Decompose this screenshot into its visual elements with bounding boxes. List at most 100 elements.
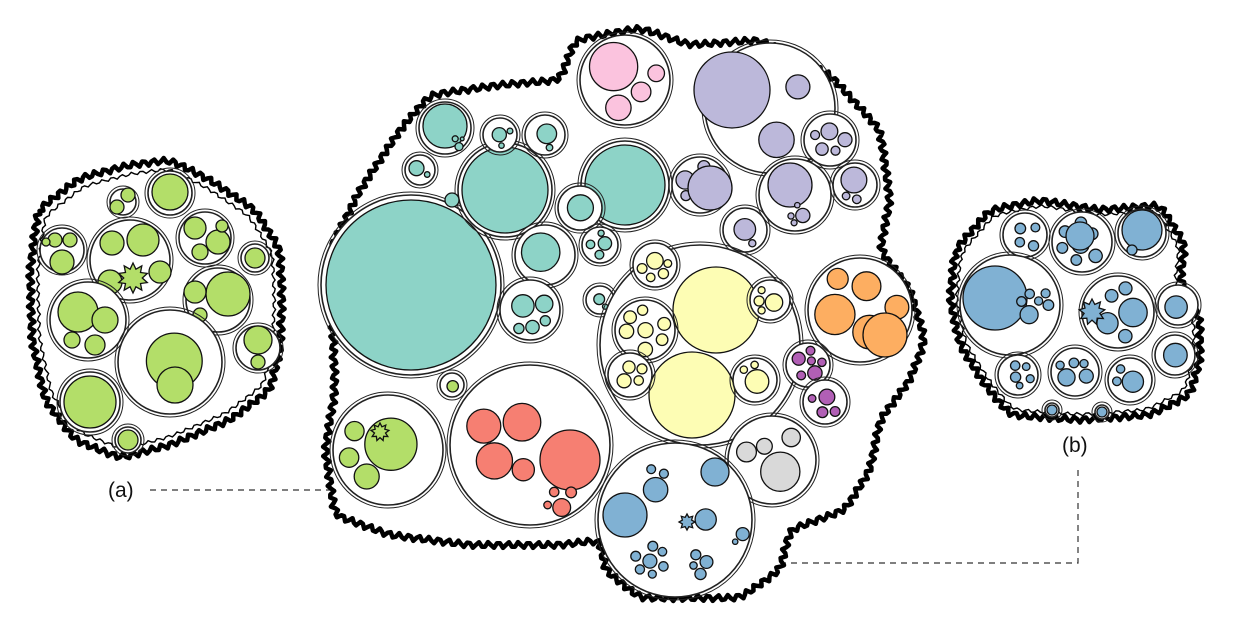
bubble	[636, 262, 648, 275]
bubble	[423, 171, 431, 178]
bubble	[750, 360, 759, 370]
leader-lines	[150, 468, 1079, 564]
bubble	[618, 323, 635, 340]
bubble	[446, 379, 460, 393]
bubble	[62, 232, 78, 248]
bubble	[459, 136, 465, 142]
bubble	[99, 230, 125, 256]
bubble	[791, 351, 806, 366]
bubble	[151, 173, 189, 211]
bubble	[658, 468, 670, 479]
group-outer-ring	[604, 349, 656, 401]
bubble	[1014, 236, 1026, 248]
bubble	[205, 229, 231, 255]
main-bubble-treemap	[317, 23, 928, 604]
bubble	[506, 127, 514, 135]
bubble	[1016, 296, 1027, 307]
bubble	[41, 237, 51, 247]
bubble	[829, 405, 841, 418]
bubble	[748, 239, 757, 248]
bubble	[851, 271, 882, 302]
bubble	[657, 267, 670, 280]
bubble	[1104, 288, 1119, 303]
bubble	[630, 81, 652, 103]
bubble	[642, 553, 658, 569]
bubble	[731, 538, 739, 546]
bubble	[633, 375, 645, 386]
bubble	[862, 312, 908, 358]
bubble	[817, 357, 827, 368]
green-group-outer-ring	[56, 368, 124, 436]
blue-group-outer-ring	[1048, 208, 1116, 276]
green-group-outer-ring	[36, 224, 88, 276]
bubble	[1040, 288, 1051, 299]
bubble	[814, 293, 856, 336]
bubble	[1068, 357, 1080, 369]
green-group-outer-ring	[237, 240, 273, 276]
bubble	[787, 212, 795, 220]
bubble	[520, 232, 561, 273]
bubble	[566, 194, 595, 222]
bubble	[1164, 295, 1188, 319]
bubble	[793, 201, 801, 209]
blue-group-outer-ring	[1104, 354, 1156, 406]
bubble	[91, 306, 119, 334]
group-outer-ring	[576, 31, 674, 129]
bubble	[689, 561, 698, 570]
bubble	[767, 162, 813, 208]
bubble	[647, 64, 666, 83]
bubble	[1015, 381, 1024, 390]
bubble	[758, 121, 795, 159]
bubble	[841, 191, 851, 201]
blue-group-outer-ring	[1041, 399, 1063, 421]
group-outer-ring	[724, 412, 820, 508]
bubble	[658, 561, 669, 572]
bubble	[1014, 222, 1027, 235]
bubble	[1057, 368, 1076, 387]
group-outer-ring	[804, 254, 916, 366]
bubble	[744, 369, 770, 394]
blue-group-outer-ring	[594, 439, 756, 601]
bubble	[1019, 305, 1039, 325]
green-group-outer-ring	[46, 278, 130, 362]
bubble	[757, 286, 766, 295]
bubble	[215, 219, 229, 233]
bubble	[634, 564, 646, 575]
bubble	[534, 294, 554, 314]
bubble	[840, 166, 868, 194]
teal-giant-bubble	[325, 199, 497, 371]
bubble	[422, 103, 468, 149]
bubble	[84, 334, 106, 356]
bubble	[364, 417, 418, 471]
bubble	[1162, 342, 1188, 368]
bubble	[805, 345, 816, 356]
bubble	[690, 549, 702, 561]
bubble	[663, 258, 673, 269]
group-outer-ring	[401, 151, 439, 189]
bubble	[1009, 371, 1022, 383]
bubble	[807, 365, 823, 381]
bubble	[1118, 281, 1133, 296]
bubble	[699, 554, 714, 570]
bubble	[57, 291, 99, 333]
bubble	[826, 267, 849, 291]
bubble	[594, 249, 605, 260]
bubble	[511, 294, 535, 318]
group-outer-ring	[629, 239, 681, 291]
green-group-outer-ring	[111, 423, 145, 457]
bubble	[1079, 358, 1089, 369]
bubble	[735, 441, 758, 463]
bubble	[818, 388, 836, 406]
bubble	[63, 375, 117, 429]
group-outer-ring	[829, 159, 881, 211]
detail-a-green-cluster	[25, 155, 287, 461]
bubble	[687, 165, 733, 211]
blue-group-outer-ring	[1078, 272, 1158, 352]
green-group-outer-ring	[86, 216, 174, 304]
bubble	[645, 251, 664, 270]
bubble	[498, 142, 505, 149]
bubble	[637, 321, 654, 339]
teal-giant-contour-outer-ring	[317, 191, 505, 379]
bubble	[807, 394, 817, 403]
bubble	[642, 476, 669, 503]
